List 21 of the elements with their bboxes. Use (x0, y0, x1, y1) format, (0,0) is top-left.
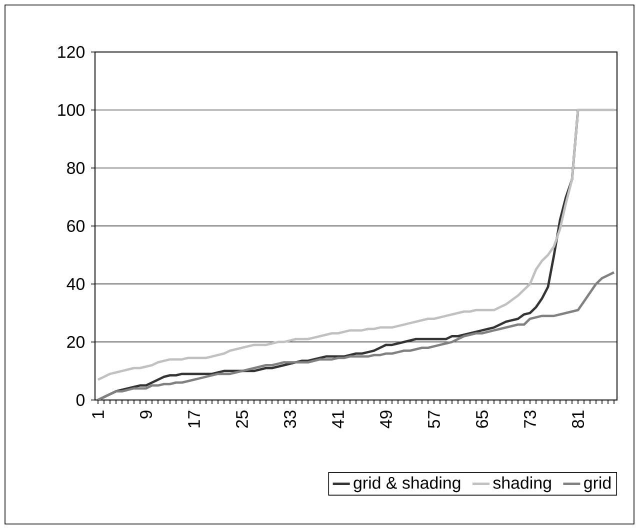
x-tick-label: 57 (428, 410, 440, 428)
x-tick-label: 1 (92, 410, 104, 418)
legend-label: grid & shading (354, 476, 460, 492)
legend-label: shading (493, 476, 551, 492)
x-tick-label: 81 (572, 410, 584, 428)
x-tick-label: 17 (188, 410, 200, 428)
y-tick-label: 120 (58, 46, 85, 58)
x-tick-label: 73 (524, 410, 536, 428)
y-tick-label: 60 (67, 220, 85, 232)
x-tick-label: 25 (236, 410, 248, 428)
y-tick-label: 20 (67, 336, 85, 348)
legend-label: grid (584, 476, 611, 492)
y-tick-label: 80 (67, 162, 85, 174)
x-tick-label: 49 (380, 410, 392, 428)
y-tick-label: 0 (76, 394, 85, 406)
x-tick-label: 9 (140, 410, 152, 418)
x-tick-label: 65 (476, 410, 488, 428)
x-tick-label: 41 (332, 410, 344, 428)
y-tick-label: 40 (66, 278, 85, 290)
y-tick-label: 100 (58, 104, 85, 116)
x-tick-label: 33 (284, 410, 296, 428)
